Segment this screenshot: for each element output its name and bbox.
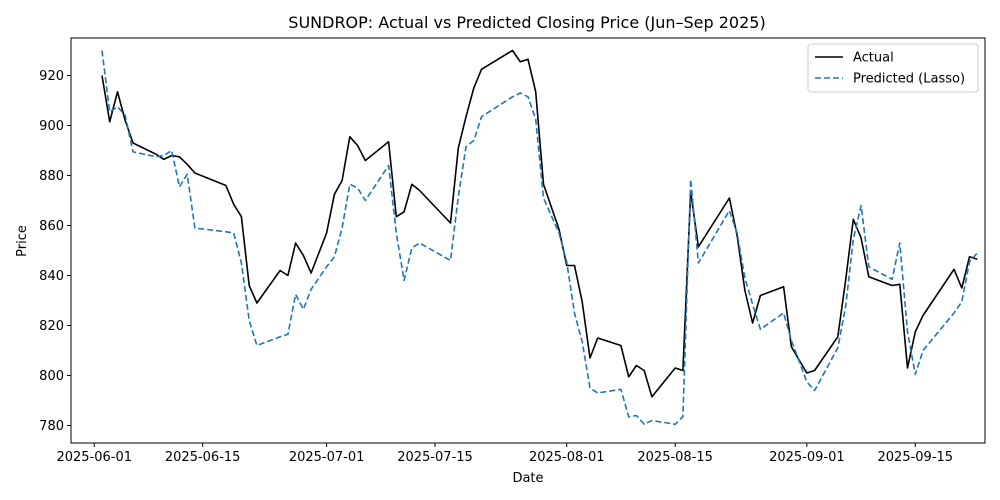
y-tick-label: 860 bbox=[39, 219, 64, 234]
x-axis-label: Date bbox=[512, 471, 543, 486]
x-tick-label: 2025-09-15 bbox=[878, 450, 954, 465]
legend-label: Actual bbox=[853, 51, 894, 66]
y-tick-label: 900 bbox=[39, 119, 64, 134]
plot-area bbox=[101, 49, 978, 426]
y-tick-label: 780 bbox=[39, 419, 64, 434]
plot-frame bbox=[70, 37, 986, 444]
y-axis-label: Price bbox=[15, 225, 30, 257]
chart-title: SUNDROP: Actual vs Predicted Closing Pri… bbox=[288, 13, 765, 32]
series-line-predicted bbox=[101, 50, 978, 426]
x-tick-label: 2025-08-15 bbox=[637, 450, 713, 465]
y-axis: 780 800 820 840 860 880 900 920 bbox=[39, 69, 71, 434]
legend: Actual Predicted (Lasso) bbox=[807, 43, 979, 93]
x-tick-label: 2025-07-15 bbox=[397, 450, 473, 465]
x-tick-label: 2025-07-01 bbox=[289, 450, 365, 465]
legend-label: Predicted (Lasso) bbox=[853, 72, 965, 87]
series-line-actual bbox=[101, 49, 978, 398]
y-tick-label: 880 bbox=[39, 169, 64, 184]
x-tick-label: 2025-09-01 bbox=[769, 450, 845, 465]
x-tick-label: 2025-06-15 bbox=[165, 450, 241, 465]
x-tick-label: 2025-06-01 bbox=[56, 450, 132, 465]
y-tick-label: 820 bbox=[39, 319, 64, 334]
x-axis: 2025-06-01 2025-06-15 2025-07-01 2025-07-15… bbox=[56, 443, 953, 465]
y-tick-label: 840 bbox=[39, 269, 64, 284]
y-tick-label: 800 bbox=[39, 369, 64, 384]
y-tick-label: 920 bbox=[39, 69, 64, 84]
legend-box bbox=[807, 43, 979, 93]
x-tick-label: 2025-08-01 bbox=[529, 450, 605, 465]
